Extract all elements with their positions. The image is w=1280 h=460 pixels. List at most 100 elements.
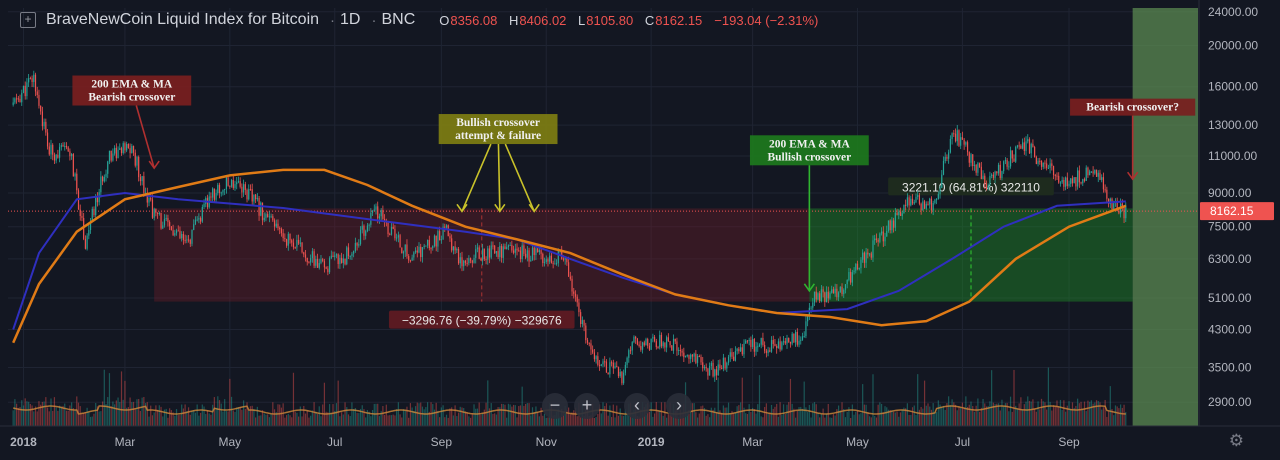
candle-body (19, 98, 21, 103)
candle-body (626, 357, 628, 365)
candle-body (105, 173, 107, 177)
volume-bar (41, 401, 43, 426)
volume-bar (488, 408, 491, 426)
volume-bar (273, 409, 276, 426)
volume-bar (1097, 400, 1099, 426)
volume-bar (284, 417, 286, 426)
volume-bar (15, 403, 18, 426)
candle-body (139, 177, 142, 182)
volume-bar (461, 407, 463, 426)
candle-body (437, 231, 439, 247)
candle-body (112, 153, 114, 161)
volume-bar (853, 414, 855, 426)
volume-bar (963, 407, 965, 426)
volume-bar (132, 401, 135, 426)
volume-bar (1037, 401, 1039, 426)
candle-body (937, 194, 939, 200)
candle-body (26, 82, 28, 97)
settings-gear-icon[interactable]: ⚙ (1228, 431, 1244, 450)
volume-bar (428, 411, 430, 426)
volume-bar (600, 413, 602, 426)
volume-bar (255, 417, 257, 426)
candle-body (406, 244, 408, 257)
candle-body (910, 198, 912, 206)
volume-bar (714, 407, 716, 426)
candle-body (846, 280, 848, 285)
candle-body (688, 355, 690, 359)
volume-bar (626, 413, 628, 426)
candle-body (282, 233, 284, 239)
volume-bar (939, 404, 941, 426)
volume-bar (1039, 409, 1041, 426)
candle-body (40, 105, 42, 112)
volume-bar (741, 377, 743, 426)
volume-bar (612, 404, 614, 426)
volume-bar (177, 415, 179, 426)
volume-bar (693, 403, 695, 426)
candle-body (932, 203, 934, 211)
zoom-out-button[interactable]: − (542, 393, 568, 419)
candle-body (371, 210, 374, 213)
candle-body (624, 364, 626, 373)
volume-bar (339, 416, 341, 426)
candle-body (755, 346, 757, 352)
candle-body (261, 202, 264, 221)
volume-bar (1049, 401, 1051, 426)
candle-body (777, 341, 780, 349)
candle-body (1051, 163, 1053, 166)
volume-bar (423, 409, 425, 426)
interval-label[interactable]: 1D (340, 11, 361, 28)
volume-bar (241, 409, 243, 426)
candle-body (229, 185, 231, 187)
candle-body (48, 146, 50, 155)
candle-body (977, 163, 979, 173)
candle-body (103, 176, 105, 182)
candle-body (521, 245, 523, 259)
volume-bar (33, 411, 35, 426)
volume-bar (808, 405, 810, 426)
candle-body (671, 345, 673, 351)
candle-body (844, 284, 847, 290)
candle-body (287, 233, 289, 246)
volume-bar (476, 408, 479, 426)
volume-bar (944, 409, 946, 426)
volume-bar (1059, 399, 1062, 426)
candle-body (277, 223, 279, 229)
volume-bar (1020, 397, 1022, 426)
scroll-right-button[interactable]: › (666, 393, 692, 419)
candle-body (1080, 182, 1082, 184)
symbol-title[interactable]: BraveNewCoin Liquid Index for Bitcoin (46, 11, 320, 28)
candle-body (15, 98, 18, 100)
volume-bar (590, 415, 592, 426)
candle-body (906, 197, 908, 206)
volume-bar (418, 403, 420, 426)
candle-body (982, 175, 984, 180)
candle-body (189, 239, 191, 244)
candle-body (516, 248, 518, 251)
volume-bar (739, 402, 742, 426)
candle-body (1121, 203, 1123, 208)
candle-body (313, 251, 315, 266)
volume-bar (647, 402, 649, 426)
candle-body (616, 366, 618, 368)
volume-bar (686, 412, 688, 426)
candle-body (944, 156, 946, 162)
volume-bar (160, 406, 162, 426)
volume-bar (605, 403, 608, 426)
volume-bar (1083, 401, 1086, 426)
volume-bar (81, 413, 83, 426)
scroll-left-button[interactable]: ‹ (624, 393, 650, 419)
candle-body (315, 259, 317, 266)
add-symbol-icon[interactable]: + (20, 12, 36, 28)
candle-body (786, 337, 788, 344)
annotation-arrow (504, 143, 535, 212)
ma-line-200-ma (12, 191, 1126, 330)
volume-bar (260, 415, 262, 426)
volume-bar (507, 403, 510, 426)
zoom-in-button[interactable]: + (574, 393, 600, 419)
volume-bar (181, 404, 183, 426)
candle-body (636, 338, 638, 345)
candle-body (401, 247, 403, 254)
